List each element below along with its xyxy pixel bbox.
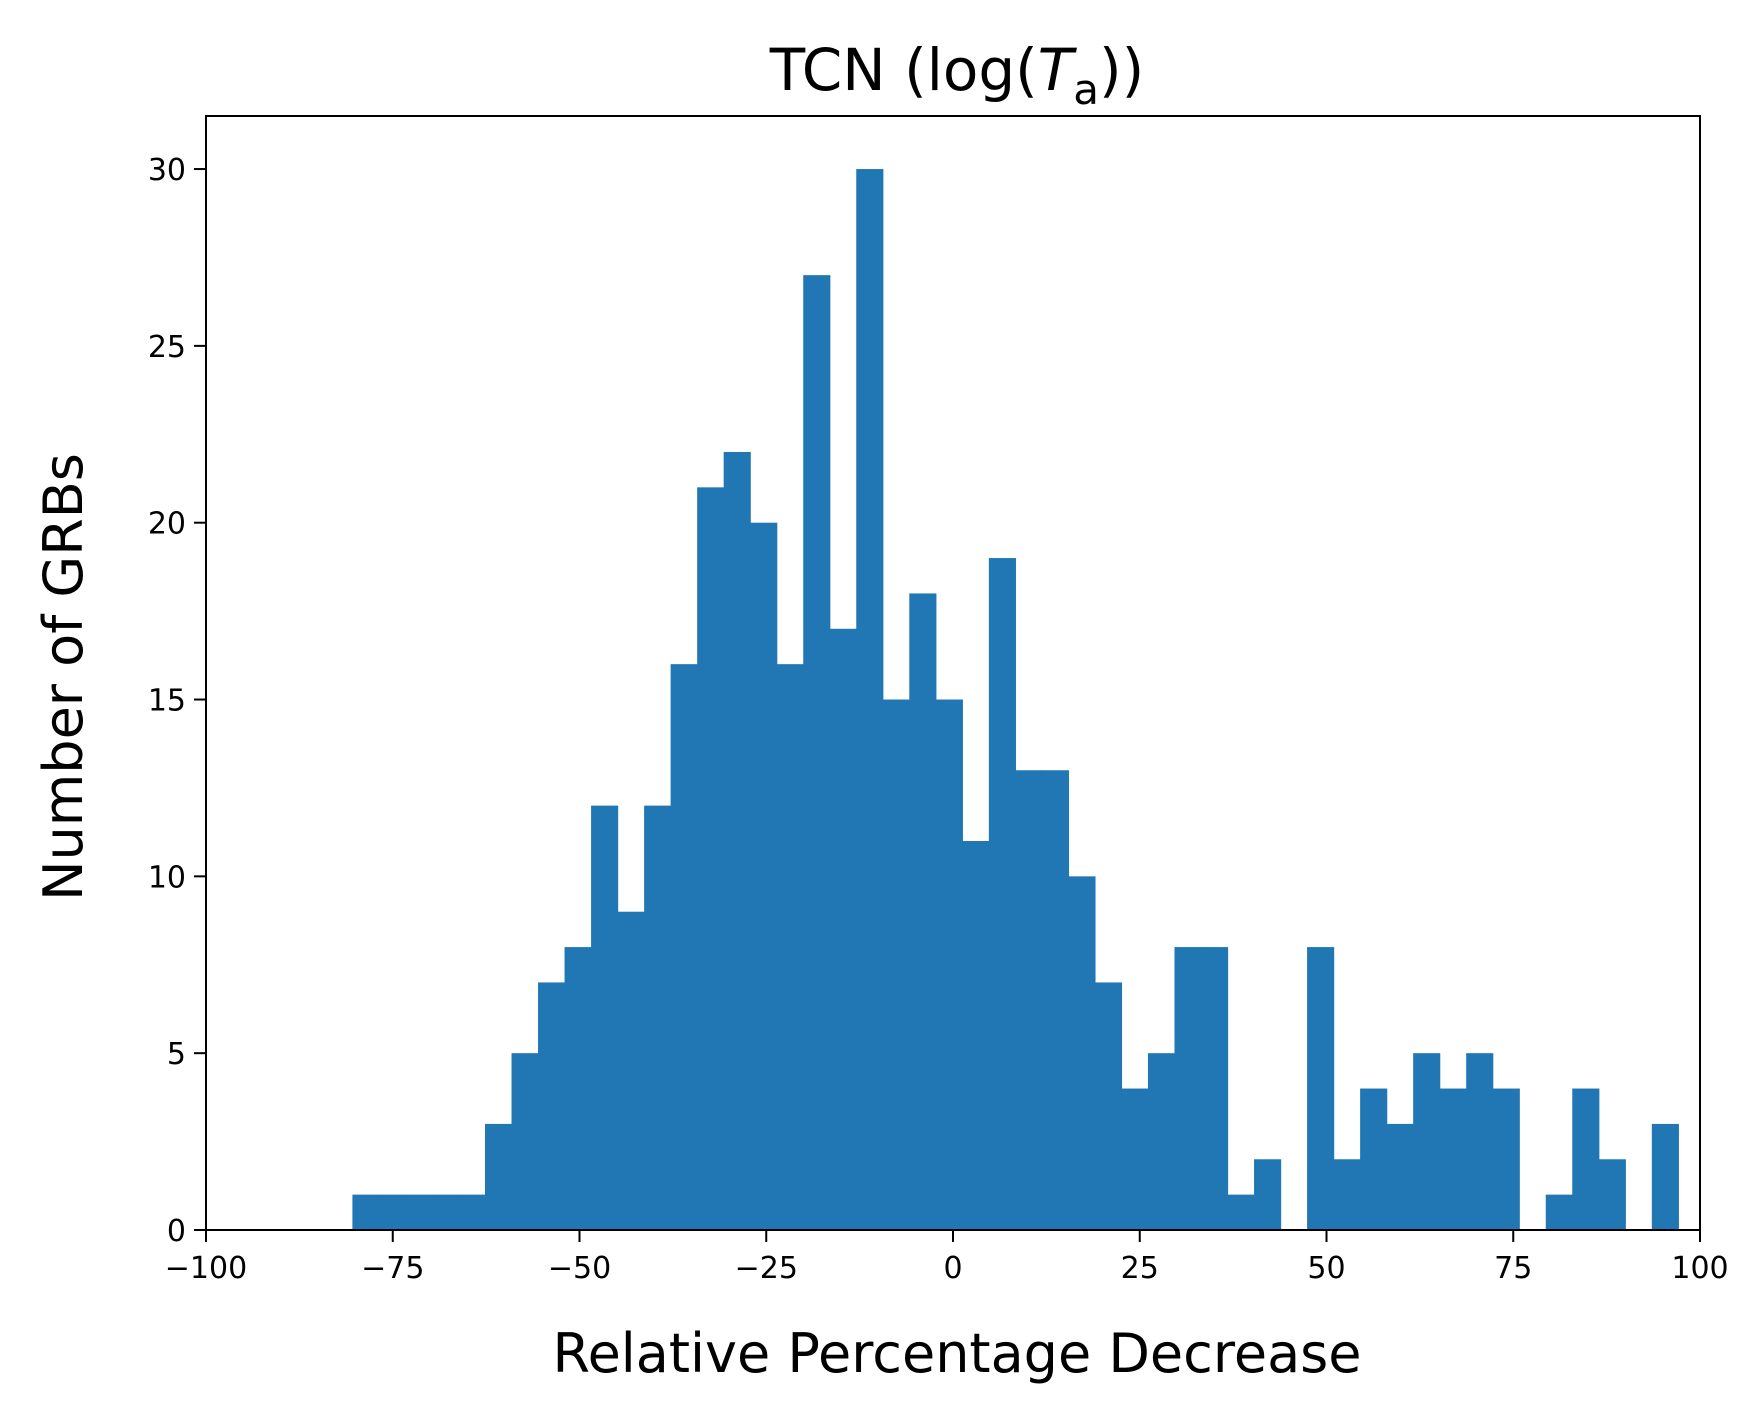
x-tick-label: −50 bbox=[548, 1251, 611, 1286]
histogram-bar bbox=[1572, 1088, 1600, 1230]
y-tick-label: 25 bbox=[148, 330, 186, 365]
histogram-bar bbox=[1041, 770, 1070, 1230]
histogram-bar bbox=[776, 664, 804, 1230]
y-tick-label: 30 bbox=[148, 153, 186, 188]
histogram-bar bbox=[829, 628, 857, 1230]
histogram-bar bbox=[750, 522, 778, 1230]
histogram-bar bbox=[1598, 1159, 1626, 1230]
x-tick-label: 75 bbox=[1494, 1251, 1532, 1286]
histogram-bar bbox=[1174, 947, 1202, 1230]
x-tick-label: 100 bbox=[1671, 1251, 1728, 1286]
chart-title-prefix: TCN (log( bbox=[769, 36, 1038, 104]
histogram-bar bbox=[405, 1194, 433, 1230]
histogram-bar bbox=[1068, 876, 1096, 1230]
histogram-bar bbox=[1094, 982, 1123, 1230]
chart-title-suffix: )) bbox=[1099, 36, 1144, 104]
histogram-bar bbox=[1545, 1194, 1573, 1230]
histogram-bar bbox=[591, 805, 619, 1230]
histogram-bar bbox=[378, 1194, 407, 1230]
x-tick-label: 50 bbox=[1307, 1251, 1345, 1286]
histogram-bar bbox=[1015, 770, 1043, 1230]
y-tick-label: 5 bbox=[167, 1037, 186, 1072]
histogram-bar bbox=[962, 840, 990, 1230]
y-tick-label: 20 bbox=[148, 507, 186, 542]
histogram-bar bbox=[1307, 947, 1335, 1230]
x-tick-label: 0 bbox=[943, 1251, 962, 1286]
y-axis-ticks: 0 5 10 15 20 25 30 bbox=[148, 153, 206, 1249]
histogram-bar bbox=[1201, 947, 1229, 1230]
histogram-bar bbox=[1227, 1194, 1255, 1230]
histogram-bar bbox=[431, 1194, 460, 1230]
y-tick-label: 0 bbox=[167, 1214, 186, 1249]
histogram-bar bbox=[882, 699, 910, 1230]
histogram-bar bbox=[511, 1053, 539, 1230]
histogram-bar bbox=[458, 1194, 486, 1230]
x-axis-ticks: −100 −75 −50 −25 0 25 50 75 100 bbox=[165, 1230, 1729, 1286]
histogram-bar bbox=[1466, 1053, 1494, 1230]
histogram-bar bbox=[1360, 1088, 1388, 1230]
x-tick-label: −25 bbox=[735, 1251, 798, 1286]
histogram-bar bbox=[644, 805, 672, 1230]
histogram-bar bbox=[352, 1194, 380, 1230]
histogram-bar bbox=[670, 664, 698, 1230]
histogram-bar bbox=[935, 699, 963, 1230]
histogram-bar bbox=[485, 1123, 513, 1230]
chart-title: TCN (log(Ta)) bbox=[769, 36, 1144, 114]
x-tick-label: −100 bbox=[165, 1251, 247, 1286]
histogram-bar bbox=[1147, 1053, 1176, 1230]
histogram-bar bbox=[723, 451, 751, 1231]
histogram-bar bbox=[1333, 1159, 1361, 1230]
histogram-bar bbox=[1121, 1088, 1149, 1230]
histogram-bar bbox=[988, 558, 1016, 1230]
histogram-bar bbox=[564, 947, 592, 1230]
histogram-bar bbox=[538, 982, 566, 1230]
histogram-bar bbox=[617, 911, 645, 1230]
histogram-bar bbox=[1254, 1159, 1282, 1230]
histogram-bar bbox=[856, 169, 884, 1230]
histogram-bar bbox=[803, 275, 831, 1230]
y-tick-label: 10 bbox=[148, 860, 186, 895]
histogram-bar bbox=[1413, 1053, 1441, 1230]
histogram-bar bbox=[697, 487, 725, 1231]
y-axis-label: Number of GRBs bbox=[32, 453, 95, 901]
x-tick-label: −75 bbox=[361, 1251, 424, 1286]
x-tick-label: 25 bbox=[1121, 1251, 1159, 1286]
histogram-bars bbox=[352, 169, 1679, 1231]
x-axis-label: Relative Percentage Decrease bbox=[552, 1322, 1361, 1385]
histogram-bar bbox=[1492, 1088, 1520, 1230]
chart-title-subscript: a bbox=[1073, 65, 1099, 114]
histogram-bar bbox=[1439, 1088, 1467, 1230]
histogram-bar bbox=[1386, 1123, 1414, 1230]
histogram-bar bbox=[1651, 1123, 1679, 1230]
y-tick-label: 15 bbox=[148, 684, 186, 719]
chart-title-symbol: T bbox=[1038, 36, 1078, 104]
histogram-bar bbox=[909, 593, 937, 1230]
